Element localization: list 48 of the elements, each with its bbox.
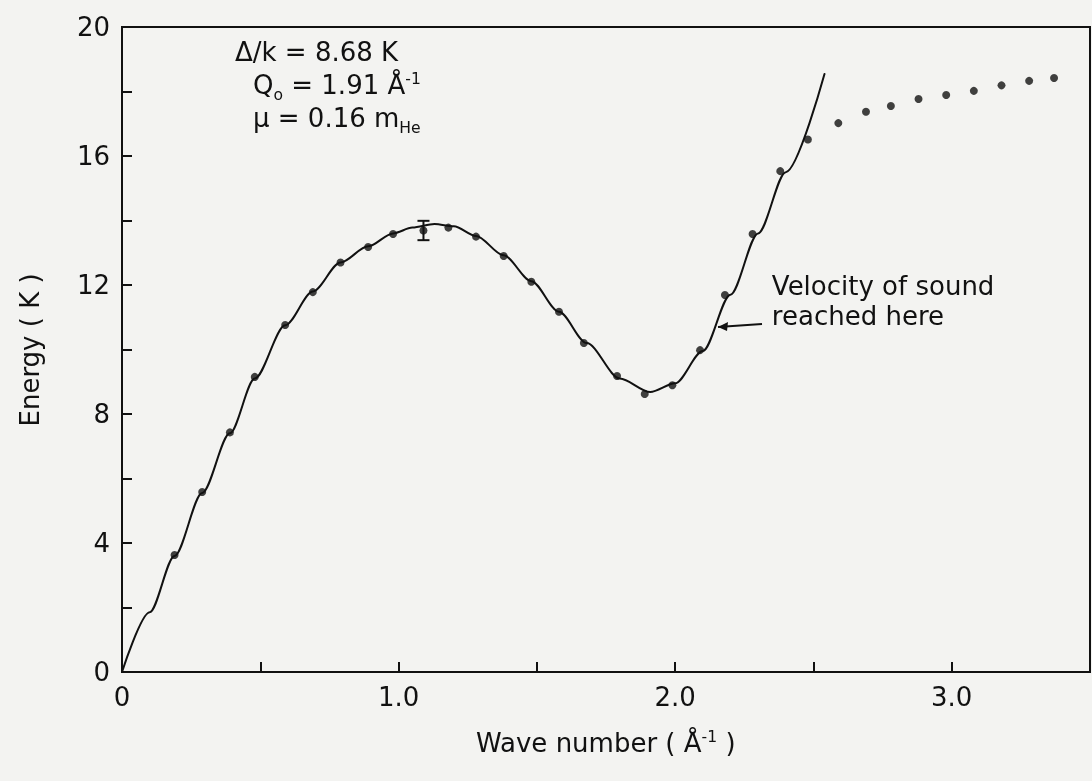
point bbox=[834, 119, 843, 128]
point bbox=[969, 86, 978, 95]
point bbox=[281, 320, 290, 329]
annotation: Q$_{o}$ = 1.91 Å$^{-1}$ bbox=[253, 70, 421, 105]
x-tick-label: 1.0 bbox=[377, 682, 420, 712]
point bbox=[613, 371, 622, 380]
point bbox=[389, 230, 398, 239]
y-tick-label: 8 bbox=[93, 399, 110, 429]
x-tick-label: 0 bbox=[113, 682, 131, 712]
point bbox=[579, 339, 588, 348]
point bbox=[997, 81, 1006, 90]
point bbox=[1050, 73, 1059, 82]
x-axis-title: Wave number ( Å$^{-1}$ ) bbox=[476, 728, 736, 759]
point bbox=[886, 102, 895, 111]
point bbox=[942, 91, 951, 100]
point bbox=[225, 428, 234, 437]
y-tick-label: 4 bbox=[93, 528, 110, 558]
point bbox=[668, 381, 677, 390]
point bbox=[776, 167, 785, 176]
point bbox=[308, 288, 317, 297]
point bbox=[640, 390, 649, 398]
y-tick-label: 20 bbox=[76, 12, 110, 42]
point bbox=[250, 372, 259, 381]
point bbox=[861, 107, 870, 116]
x-tick-label: 3.0 bbox=[931, 682, 973, 712]
y-axis-title: Energy ( K ) bbox=[14, 272, 46, 427]
point bbox=[696, 346, 705, 355]
point bbox=[170, 550, 179, 559]
annotation: Velocity of sound reached here bbox=[771, 270, 996, 332]
y-tick-label: 12 bbox=[76, 270, 110, 300]
point bbox=[914, 94, 923, 103]
point bbox=[1025, 76, 1034, 85]
point bbox=[748, 230, 757, 239]
point bbox=[720, 291, 729, 299]
point bbox=[527, 277, 536, 286]
point bbox=[444, 223, 453, 232]
point bbox=[198, 488, 207, 497]
point bbox=[336, 258, 345, 267]
point bbox=[364, 242, 373, 251]
point bbox=[803, 135, 812, 144]
annotation: μ = 0.16 m$_{He}$ bbox=[253, 103, 421, 139]
x-tick-label: 2.0 bbox=[654, 682, 696, 712]
point bbox=[554, 307, 563, 316]
point bbox=[472, 232, 481, 241]
y-tick-label: 16 bbox=[76, 141, 110, 171]
y-tick-label: 0 bbox=[93, 657, 110, 687]
annotation: Δ/k = 8.68 K bbox=[235, 37, 399, 68]
point bbox=[499, 251, 508, 260]
